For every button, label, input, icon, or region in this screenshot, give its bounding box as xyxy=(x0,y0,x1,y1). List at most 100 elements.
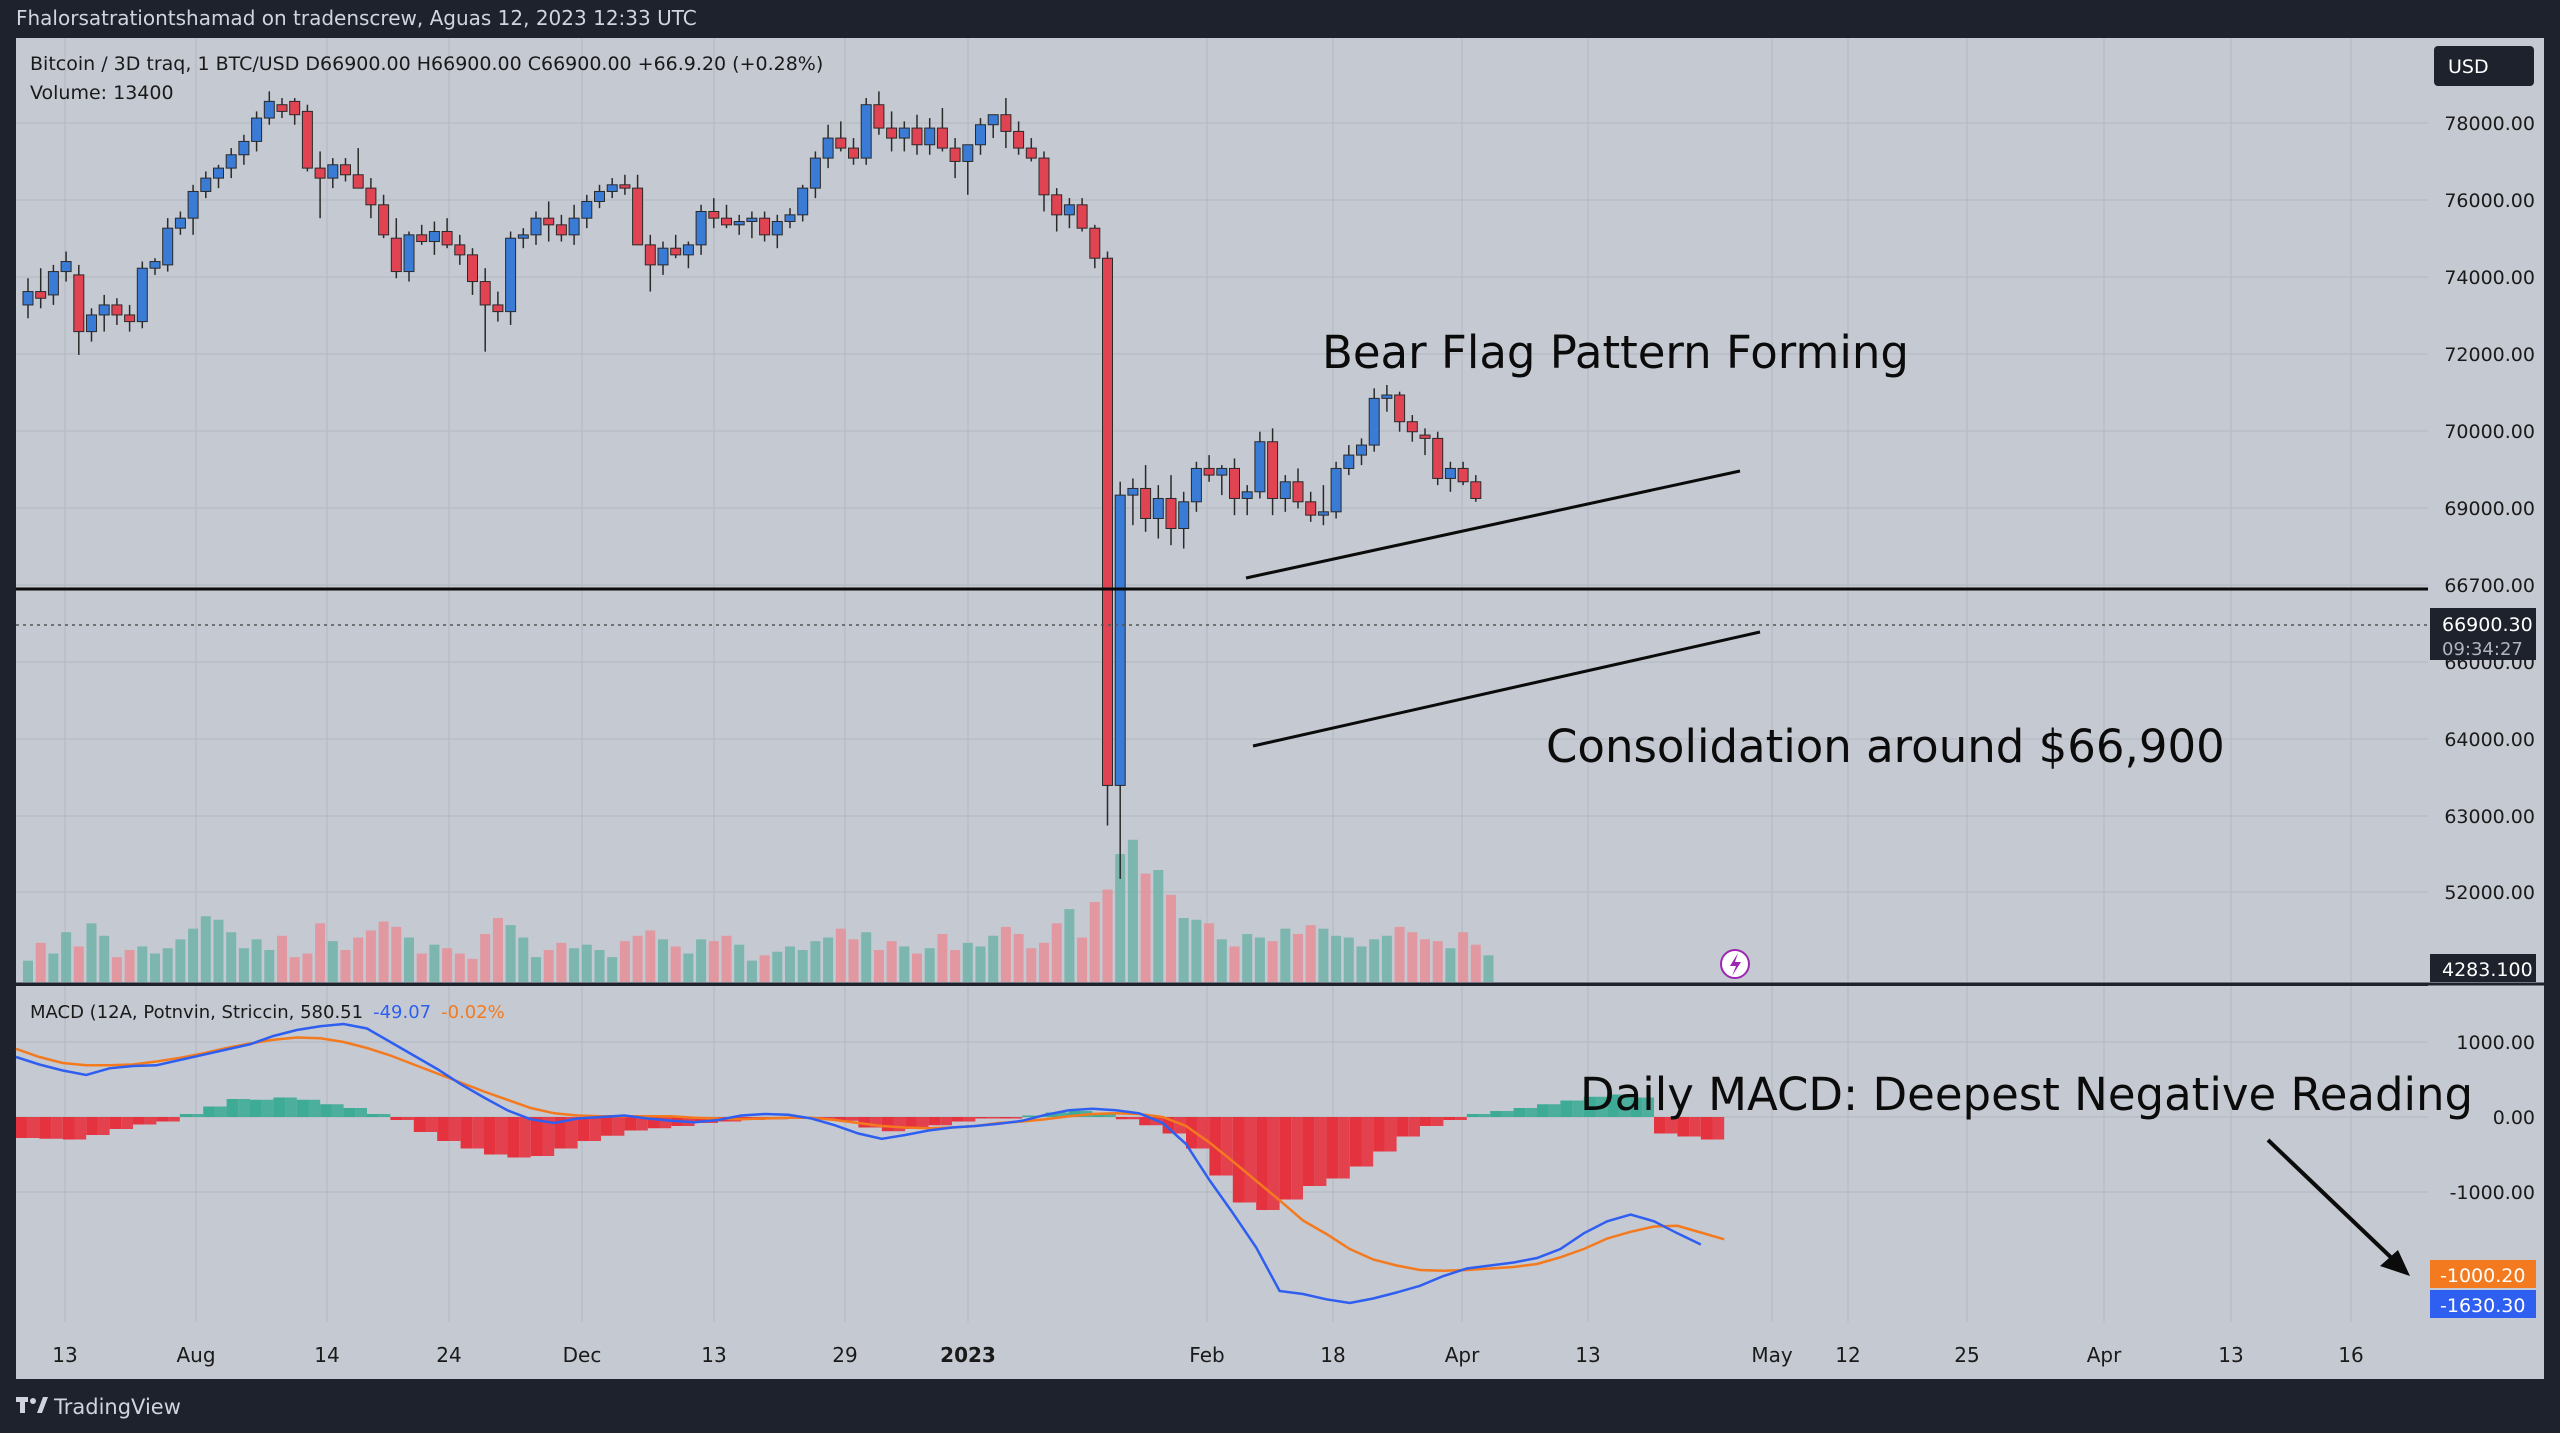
time-axis-label: Apr xyxy=(2087,1343,2122,1367)
volume-bar xyxy=(416,953,427,982)
annotation-arrow xyxy=(2266,1138,2410,1276)
volume-bar xyxy=(772,951,783,982)
macd-histogram-bar xyxy=(624,1117,637,1131)
volume-bar xyxy=(1013,934,1024,982)
macd-histogram-bar xyxy=(1572,1100,1584,1117)
volume-bar xyxy=(1216,939,1227,982)
candle-body xyxy=(1254,441,1266,493)
volume-bar xyxy=(353,937,364,982)
macd-histogram-bar xyxy=(109,1117,122,1129)
volume-bar xyxy=(1089,902,1100,982)
volume-bar xyxy=(658,939,668,982)
candle-body xyxy=(530,217,542,236)
candle-body xyxy=(289,100,301,116)
macd-histogram-bar xyxy=(835,1117,847,1121)
price-axis-label: 78000.00 xyxy=(2444,113,2535,135)
candle-body xyxy=(581,200,593,219)
macd-histogram-bar xyxy=(472,1117,484,1149)
replay-icon[interactable] xyxy=(1720,949,1750,979)
volume-bar xyxy=(1356,946,1367,982)
currency-button[interactable] xyxy=(2434,46,2534,86)
candle-body xyxy=(670,247,682,256)
volume-bar xyxy=(924,948,935,982)
volume-bar xyxy=(670,946,681,982)
candle-body xyxy=(886,127,898,139)
candle-body xyxy=(251,117,263,142)
macd-histogram-bar xyxy=(542,1117,555,1156)
candle-body xyxy=(784,214,796,223)
candle-body xyxy=(1025,147,1037,159)
time-axis-label: Dec xyxy=(563,1343,602,1367)
volume-bar xyxy=(797,950,808,982)
volume-bar xyxy=(1420,939,1430,982)
macd-histogram-bar xyxy=(156,1117,169,1122)
macd-histogram-bar xyxy=(355,1108,367,1117)
candle-body xyxy=(644,244,656,266)
macd-histogram-bar xyxy=(320,1104,332,1117)
candle-body xyxy=(263,100,275,119)
volume-bar xyxy=(1064,909,1075,982)
macd-histogram-bar xyxy=(39,1117,52,1139)
price-axis-label: 64000.00 xyxy=(2444,729,2535,751)
volume-bar xyxy=(1331,935,1342,982)
volume-bar xyxy=(429,944,440,982)
macd-histogram-bar xyxy=(1665,1117,1678,1134)
volume-bar xyxy=(99,935,110,982)
macd-histogram-bar xyxy=(565,1117,578,1149)
macd-histogram-bar xyxy=(121,1117,133,1129)
macd-histogram-bar xyxy=(905,1117,917,1129)
time-axis-label: 13 xyxy=(2218,1343,2243,1367)
macd-histogram-bar xyxy=(1174,1117,1186,1134)
macd-histogram-bar xyxy=(413,1117,426,1132)
volume-bar xyxy=(632,935,643,982)
volume-bar xyxy=(1127,839,1138,982)
volume-bar xyxy=(404,937,414,982)
last-price-badge xyxy=(2430,608,2536,660)
macd-histogram-bar xyxy=(1349,1117,1362,1167)
macd-histogram-bar xyxy=(378,1114,391,1117)
candle-body xyxy=(1381,394,1393,399)
volume-bar xyxy=(1254,937,1265,982)
candle-body xyxy=(1394,394,1406,423)
macd-histogram-bar xyxy=(1490,1111,1502,1117)
time-axis: 13 Aug 14 24 Dec 13 29 2023 Feb 18 Apr 13 May 12 25 Apr… xyxy=(52,1343,2363,1367)
candle-body xyxy=(1190,467,1202,503)
macd-histogram-bar xyxy=(296,1099,309,1117)
macd-histogram-bar xyxy=(1291,1117,1303,1200)
macd-histogram-bar xyxy=(484,1117,496,1155)
macd-histogram-bar xyxy=(1396,1117,1409,1137)
macd-histogram-bar xyxy=(1069,1111,1081,1117)
volume-bar xyxy=(492,918,503,982)
candle-body xyxy=(657,247,669,266)
macd-histogram-bar xyxy=(133,1117,145,1125)
macd-histogram-bar xyxy=(870,1117,882,1128)
macd-histogram-bar xyxy=(1642,1097,1654,1117)
macd-histogram-bar xyxy=(1127,1117,1140,1120)
volume-bar xyxy=(1077,937,1088,982)
volume-bar xyxy=(975,946,986,982)
candle-body xyxy=(136,267,148,323)
volume-bar xyxy=(200,916,211,982)
macd-histogram-bar xyxy=(1618,1094,1631,1117)
price-axis: 78000.00 76000.00 74000.00 72000.00 70000.00… xyxy=(2444,113,2535,904)
candle-body xyxy=(1444,467,1456,479)
volume-bar xyxy=(1204,923,1215,982)
macd-histogram-bar xyxy=(1654,1117,1666,1134)
candle-body xyxy=(1203,467,1215,476)
macd-histogram-bar xyxy=(191,1114,204,1117)
candle-body xyxy=(340,164,351,176)
volume-bar xyxy=(442,948,453,982)
volume-bar xyxy=(556,942,567,982)
candle-body xyxy=(327,164,339,179)
candle-body xyxy=(47,271,59,296)
volume-bar xyxy=(683,953,694,982)
lower-trendline[interactable] xyxy=(1252,630,1761,748)
brand-name: TradingView xyxy=(53,1395,181,1419)
candle-body xyxy=(479,281,491,306)
volume-bar xyxy=(886,941,897,982)
upper-trendline[interactable] xyxy=(1245,469,1741,580)
candle-body xyxy=(60,261,72,273)
candle-body xyxy=(454,244,466,256)
macd-histogram-bar xyxy=(74,1117,87,1140)
